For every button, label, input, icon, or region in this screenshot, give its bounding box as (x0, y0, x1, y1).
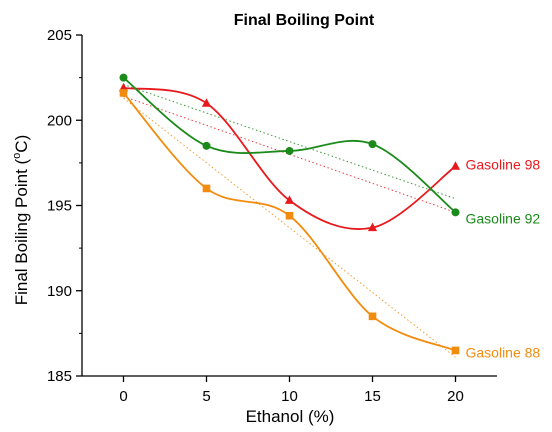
y-tick-label: 185 (47, 368, 72, 385)
gasoline-88-point (368, 312, 377, 321)
x-tick-label: 5 (202, 388, 210, 405)
gasoline-92-trend-line (123, 83, 456, 200)
x-tick-label: 10 (281, 388, 298, 405)
gasoline-92-line (122, 76, 457, 214)
gasoline-98-point (450, 161, 461, 170)
gasoline-88-point (285, 211, 294, 220)
gasoline-92-point (119, 73, 128, 82)
gasoline-88-line (122, 92, 456, 352)
x-tick-label: 20 (447, 388, 464, 405)
gasoline-92-point (202, 141, 211, 150)
y-tick-label: 190 (47, 283, 72, 300)
series-markers (118, 73, 461, 355)
gasoline-88-trend-line (123, 97, 456, 358)
gasoline-98-point (201, 98, 212, 107)
chart-title: Final Boiling Point (234, 12, 375, 29)
gasoline-88-point (119, 89, 128, 97)
x-tick-label: 0 (119, 388, 127, 405)
plot-axes: 0 5 10 15 20 185 190 195 200 205 (47, 27, 497, 405)
gasoline-88-point (202, 184, 211, 193)
gasoline-88-label: Gasoline 88 (466, 344, 541, 360)
y-tick-label: 200 (47, 112, 72, 129)
gasoline-98-point (284, 195, 295, 204)
x-tick-label: 15 (364, 388, 381, 405)
y-axis-label: Final Boiling Point (oC) (11, 135, 31, 306)
gasoline-92-point (285, 146, 294, 155)
gasoline-92-point (451, 208, 460, 217)
gasoline-92-point (368, 140, 377, 149)
series-labels: Gasoline 98 Gasoline 92 Gasoline 88 (466, 156, 541, 360)
x-axis-label: Ethanol (%) (246, 407, 335, 426)
gasoline-98-point (367, 222, 378, 232)
gasoline-88-point (451, 346, 460, 355)
gasoline-98-label: Gasoline 98 (466, 156, 541, 172)
y-tick-label: 195 (47, 198, 72, 215)
trend-lines (123, 83, 456, 358)
gasoline-98-trend-line (123, 95, 456, 213)
y-tick-label: 205 (47, 27, 72, 44)
gasoline-92-label: Gasoline 92 (466, 210, 541, 226)
gasoline-98-line (123, 86, 457, 230)
